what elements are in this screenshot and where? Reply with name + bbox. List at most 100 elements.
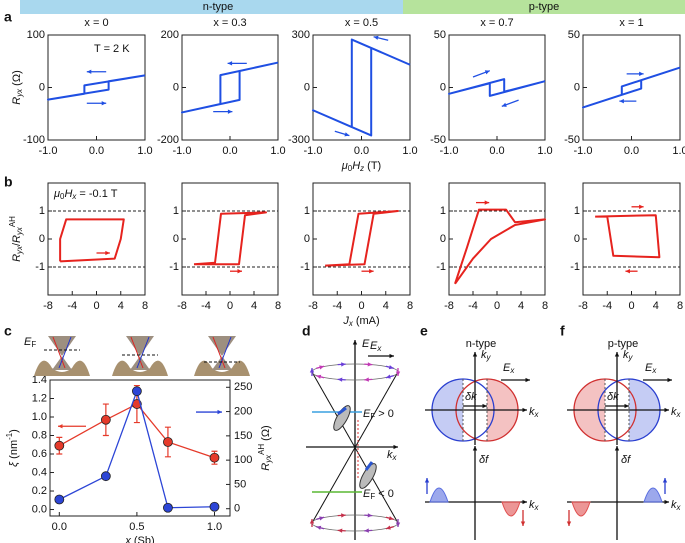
arrow-head [227, 61, 233, 66]
arrow-head [619, 98, 624, 104]
label-part: 0 [60, 192, 65, 201]
y-tick-label: 50 [568, 29, 580, 41]
arrow-head [639, 204, 644, 209]
y-tick-label: 0 [173, 233, 179, 245]
diagram-title: p-type [608, 338, 639, 350]
arrow-head [472, 352, 478, 357]
axis-label: kx [529, 499, 540, 512]
y-tick-label: -50 [564, 134, 580, 146]
arrow-head [227, 109, 233, 114]
data-line [181, 61, 279, 114]
y-tick-label: 0 [574, 233, 580, 245]
data-point [209, 452, 220, 463]
x-tick-label: -8 [444, 300, 454, 312]
x-axis-label: Jx (mA) [342, 315, 379, 328]
label-part: R [11, 97, 23, 105]
chart-title: x = 0.5 [345, 17, 378, 29]
cone [52, 356, 72, 370]
cone [48, 336, 76, 356]
axis-label: kx [671, 499, 682, 512]
arrow-head [614, 352, 620, 357]
arrow-head [337, 528, 343, 533]
x-tick-label: 0.0 [489, 145, 504, 157]
chart-title: x = 0 [84, 17, 108, 29]
label-part: (T) [364, 160, 381, 172]
y-tick-label: 0.4 [32, 466, 47, 478]
x-tick-label: 8 [542, 300, 548, 312]
y-tick-label: 0 [39, 81, 45, 93]
x-tick-label: -1.0 [440, 145, 459, 157]
data-line [47, 74, 146, 101]
y2-tick-label: 0 [234, 503, 240, 515]
panel-label: a [4, 9, 12, 25]
x-tick-label: 0.0 [52, 521, 67, 533]
arrow-head [101, 101, 107, 106]
label-part: ) [8, 429, 20, 433]
arrow-head [482, 403, 487, 409]
label-part: y [486, 353, 492, 362]
x-tick-label: -1.0 [39, 145, 58, 157]
data-point [54, 494, 65, 505]
chart-title: x = 0.3 [213, 17, 246, 29]
y-tick-label: -50 [430, 134, 446, 146]
panel-label: c [4, 323, 12, 339]
plot-frame [312, 34, 411, 141]
y-tick-label: 100 [27, 29, 45, 41]
x-tick-label: 4 [383, 300, 389, 312]
cone [126, 336, 154, 356]
y-axis-label: Ryx/RyxAH [8, 216, 24, 262]
x-tick-label: 1.0 [672, 145, 685, 157]
data-point [54, 440, 65, 451]
label-part: y [628, 353, 634, 362]
arrow-head [369, 269, 374, 274]
x-tick-label: 4 [518, 300, 524, 312]
distribution-change [429, 487, 449, 503]
axis-label: kx [671, 406, 682, 419]
arrow-head [522, 407, 527, 413]
arrow-head [525, 377, 530, 383]
data-line [582, 66, 681, 109]
field-label: Ex [503, 362, 515, 375]
bands [112, 360, 168, 376]
axis-label: ky [481, 349, 492, 362]
label-part: 0 [348, 164, 353, 173]
label-part: AH [8, 216, 17, 227]
label-part: R [11, 254, 23, 262]
label-part: x [534, 503, 540, 512]
fermi-label: EF > 0 [363, 408, 394, 421]
plot-frame [181, 182, 279, 296]
distribution-change [501, 501, 521, 517]
label-part: yx [15, 88, 24, 98]
fermi-label: EF [24, 336, 36, 349]
label-part: < 0 [375, 488, 394, 500]
data-point [163, 437, 173, 447]
label-part: R [260, 463, 272, 471]
label-part: -1 [5, 432, 14, 440]
bands [194, 360, 250, 376]
label-part: yx [15, 226, 24, 236]
data-point [131, 386, 142, 397]
y-tick-label: -1 [169, 261, 179, 273]
distribution-change [643, 487, 663, 503]
axis-label: ky [623, 349, 634, 362]
x-tick-label: -8 [177, 300, 187, 312]
arrow-head [566, 521, 572, 526]
shift-label: δk [607, 391, 619, 403]
label-part: E [370, 340, 378, 352]
arrow-head [309, 368, 315, 373]
plot-frame [582, 34, 681, 141]
arrow-head [639, 71, 644, 77]
label-part: F [370, 412, 375, 421]
arrow-head [352, 340, 358, 345]
label-part: x [71, 192, 77, 201]
arrow-head [367, 362, 373, 367]
label-part: (mA) [353, 315, 380, 327]
distribution-change [571, 501, 591, 517]
x-tick-label: 0.0 [624, 145, 639, 157]
field-label: Ex [645, 362, 657, 375]
fermi-pocket [359, 463, 377, 489]
label-part: k [671, 499, 677, 511]
x-tick-label: 8 [142, 300, 148, 312]
arrow-head [389, 353, 394, 359]
annotation: T = 2 K [94, 43, 130, 55]
